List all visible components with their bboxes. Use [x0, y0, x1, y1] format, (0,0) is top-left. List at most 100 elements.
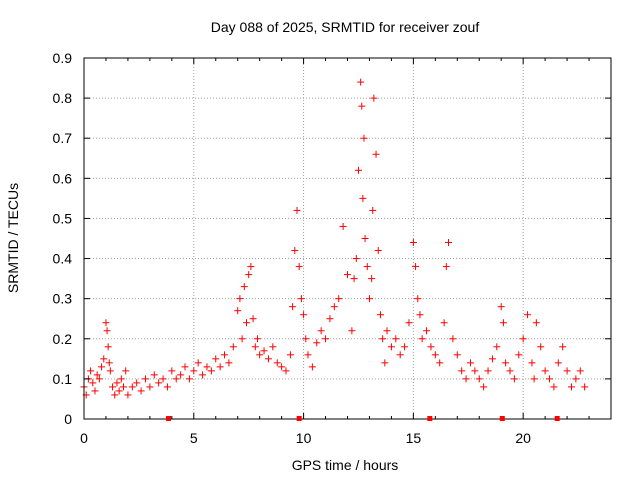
data-point	[369, 206, 377, 214]
data-point	[185, 375, 193, 383]
data-point	[308, 363, 316, 371]
data-point	[87, 367, 95, 375]
data-point	[581, 383, 589, 391]
data-point	[431, 351, 439, 359]
data-point	[354, 166, 362, 174]
data-point	[368, 275, 376, 283]
data-point	[273, 359, 281, 367]
data-point	[317, 327, 325, 335]
data-point	[103, 327, 111, 335]
data-point	[199, 371, 207, 379]
data-point	[372, 150, 380, 158]
data-point	[528, 359, 536, 367]
data-point	[550, 383, 558, 391]
y-tick-label: 0.8	[53, 90, 73, 106]
data-point	[515, 351, 523, 359]
data-point	[163, 383, 171, 391]
data-point	[286, 351, 294, 359]
data-point	[563, 367, 571, 375]
y-axis-title: SRMTID / TECUs	[5, 183, 21, 293]
baseline-marker	[554, 416, 560, 421]
data-point	[352, 255, 360, 263]
data-point	[576, 367, 584, 375]
data-point	[181, 363, 189, 371]
data-point	[350, 275, 358, 283]
data-point	[304, 351, 312, 359]
y-tick-label: 0.7	[53, 130, 73, 146]
y-tick-label: 0.1	[53, 371, 73, 387]
data-point	[445, 239, 453, 247]
data-point	[376, 311, 384, 319]
data-point	[225, 359, 233, 367]
data-points	[80, 78, 589, 399]
data-point	[466, 359, 474, 367]
data-point	[249, 315, 257, 323]
data-point	[93, 371, 101, 379]
data-point	[95, 375, 103, 383]
data-point	[242, 319, 250, 327]
data-point	[238, 335, 246, 343]
data-point	[374, 247, 382, 255]
data-point	[502, 359, 510, 367]
data-point	[313, 339, 321, 347]
data-point	[260, 347, 268, 355]
data-point	[524, 311, 532, 319]
data-point	[98, 363, 106, 371]
data-point	[405, 319, 413, 327]
data-point	[105, 359, 113, 367]
x-tick-labels: 0 5 10 15 20	[80, 430, 531, 446]
data-point	[554, 359, 562, 367]
data-point	[264, 355, 272, 363]
data-point	[177, 371, 185, 379]
data-point	[322, 335, 330, 343]
data-point	[358, 102, 366, 110]
data-point	[234, 307, 242, 315]
data-point	[412, 263, 420, 271]
data-point	[89, 379, 97, 387]
grid-lines	[84, 58, 611, 419]
y-tick-label: 0.9	[53, 50, 73, 66]
data-point	[128, 383, 136, 391]
data-point	[453, 351, 461, 359]
data-point	[168, 367, 176, 375]
data-point	[506, 367, 514, 375]
data-point	[245, 271, 253, 279]
data-point	[137, 387, 145, 395]
data-point	[440, 319, 448, 327]
data-point	[559, 343, 567, 351]
y-tick-label: 0.5	[53, 210, 73, 226]
data-point	[330, 303, 338, 311]
y-tick-label: 0.2	[53, 331, 73, 347]
data-point	[115, 387, 123, 395]
data-point	[537, 343, 545, 351]
data-point	[409, 239, 417, 247]
data-point	[190, 367, 198, 375]
x-tick-label: 20	[515, 430, 531, 446]
data-point	[499, 319, 507, 327]
data-point	[423, 327, 431, 335]
data-point	[300, 311, 308, 319]
data-point	[480, 383, 488, 391]
data-point	[302, 335, 310, 343]
y-tick-label: 0.6	[53, 170, 73, 186]
data-point	[141, 375, 149, 383]
data-point	[159, 375, 167, 383]
data-point	[117, 375, 125, 383]
data-point	[111, 391, 119, 399]
data-point	[124, 391, 132, 399]
data-point	[203, 363, 211, 371]
data-point	[150, 371, 158, 379]
data-point	[295, 263, 303, 271]
data-point	[344, 271, 351, 279]
data-point	[348, 327, 356, 335]
data-point	[396, 351, 404, 359]
data-point	[133, 379, 141, 387]
data-point	[363, 263, 371, 271]
data-point	[365, 295, 373, 303]
y-tick-label: 0.4	[53, 251, 73, 267]
data-point	[381, 359, 389, 367]
data-point	[282, 367, 290, 375]
data-point	[113, 379, 121, 387]
data-point	[278, 363, 286, 371]
